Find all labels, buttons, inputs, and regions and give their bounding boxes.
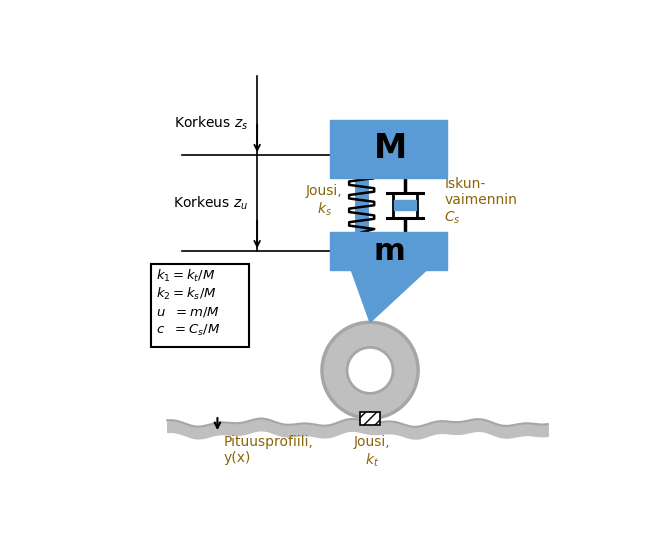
Bar bbox=[393, 193, 417, 218]
Text: Korkeus $z_u$: Korkeus $z_u$ bbox=[173, 194, 249, 212]
Text: Iskun-
vaimennin
$C_s$: Iskun- vaimennin $C_s$ bbox=[444, 176, 517, 225]
Text: $\mathbf{m}$: $\mathbf{m}$ bbox=[373, 237, 405, 266]
Polygon shape bbox=[351, 270, 426, 323]
Text: $c\ \ = C_s/M$: $c\ \ = C_s/M$ bbox=[156, 323, 219, 338]
Bar bbox=[359, 412, 381, 425]
Text: Jousi,
$k_t$: Jousi, $k_t$ bbox=[354, 435, 391, 469]
Circle shape bbox=[347, 348, 393, 393]
Text: Jousi,
$k_s$: Jousi, $k_s$ bbox=[306, 184, 343, 218]
Bar bbox=[330, 232, 448, 270]
Text: $\mathbf{M}$: $\mathbf{M}$ bbox=[373, 132, 405, 165]
Bar bbox=[394, 200, 415, 210]
Bar bbox=[151, 264, 249, 348]
Text: $u\ \ = m/M$: $u\ \ = m/M$ bbox=[156, 305, 219, 319]
Text: $k_1 = k_t/M$: $k_1 = k_t/M$ bbox=[156, 267, 215, 283]
Bar bbox=[330, 119, 448, 178]
Circle shape bbox=[322, 323, 418, 419]
Text: $k_2 = k_s/M$: $k_2 = k_s/M$ bbox=[156, 286, 216, 302]
Text: Pituusprofiili,
y(x): Pituusprofiili, y(x) bbox=[223, 435, 314, 465]
Text: Korkeus $z_s$: Korkeus $z_s$ bbox=[175, 115, 249, 132]
